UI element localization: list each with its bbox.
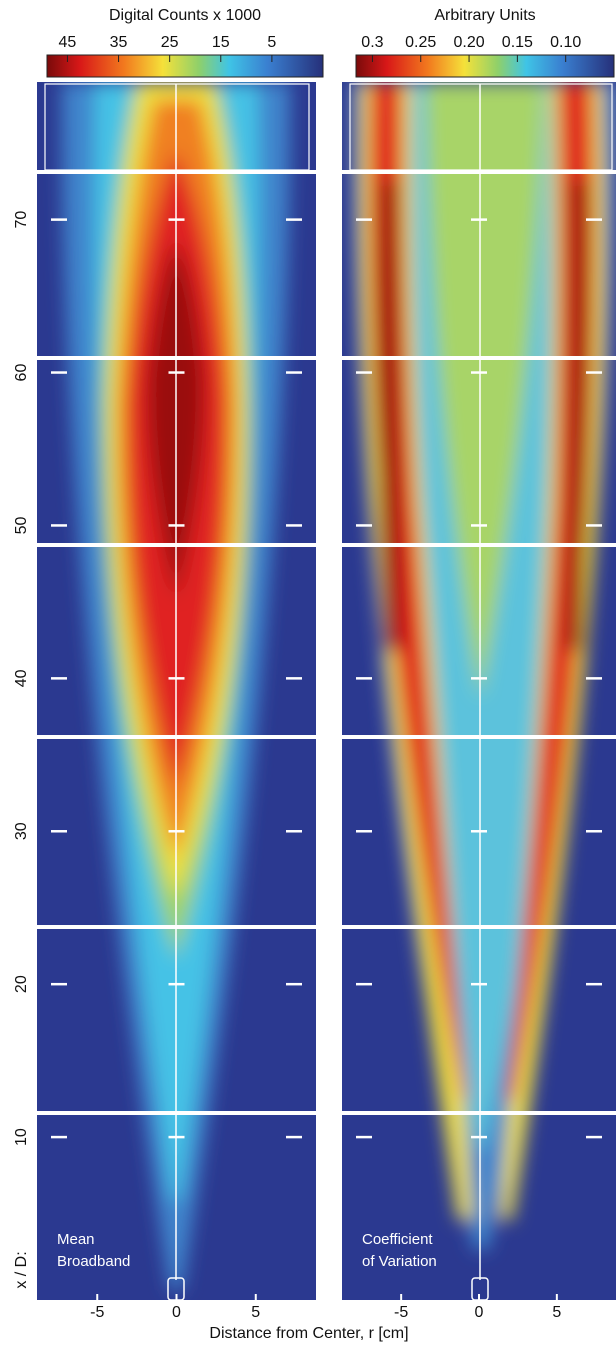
colorbar [355, 54, 615, 78]
colorbar-tick-label: 0.10 [550, 34, 581, 51]
x-tick-label: 5 [552, 1304, 561, 1321]
x-tick-label: -5 [90, 1304, 104, 1321]
colorbar-tick-label: 0.20 [453, 34, 484, 51]
axis-edge [37, 1300, 316, 1301]
tile-frames [37, 83, 616, 1301]
y-tick-label: 60 [13, 364, 30, 382]
annotation: Coefficient [362, 1231, 433, 1248]
y-tick-label: 30 [13, 822, 30, 840]
colorbar-tick-label: 25 [161, 34, 179, 51]
colorbar-title: Digital Counts x 1000 [109, 7, 261, 24]
colorbar-title: Arbitrary Units [434, 7, 535, 24]
colorbar [46, 54, 324, 78]
x-tick-label: 5 [251, 1304, 260, 1321]
y-tick-label: 20 [13, 975, 30, 993]
y-axis-label: x / D: [13, 1251, 30, 1288]
colorbar-tick-label: 15 [212, 34, 230, 51]
annotation: Broadband [57, 1253, 130, 1270]
x-tick-label: -5 [394, 1304, 408, 1321]
x-tick-label: 0 [475, 1304, 484, 1321]
colorbar-tick-label: 45 [59, 34, 77, 51]
annotation: Mean [57, 1231, 95, 1248]
y-tick-label: 70 [13, 211, 30, 229]
y-tick-label: 50 [13, 516, 30, 534]
x-tick-label: 0 [172, 1304, 181, 1321]
annotation: of Variation [362, 1253, 437, 1270]
colorbar-tick-label: 0.25 [405, 34, 436, 51]
colorbar-tick-label: 0.15 [502, 34, 533, 51]
y-tick-label: 10 [13, 1128, 30, 1146]
heatmap-image [342, 82, 616, 1300]
y-tick-label: 40 [13, 669, 30, 687]
colorbar-tick-label: 35 [110, 34, 128, 51]
x-axis-label: Distance from Center, r [cm] [209, 1325, 408, 1342]
colorbar-tick-label: 5 [267, 34, 276, 51]
colorbar-tick-label: 0.3 [361, 34, 383, 51]
